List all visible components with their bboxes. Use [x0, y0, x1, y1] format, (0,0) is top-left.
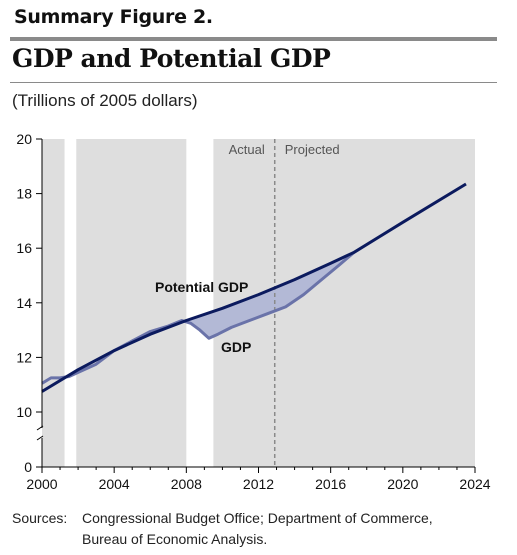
output-gap-area [186, 252, 355, 338]
y-tick-label-14: 14 [16, 295, 32, 311]
gdp-chart: Actual Projected Potential GDP GDP 0 10 12 14 16… [16, 131, 490, 492]
y-tick-label-12: 12 [16, 349, 32, 365]
sources-note: Sources: Congressional Budget Office; Dep… [12, 508, 507, 550]
sources-line-2: Bureau of Economic Analysis. [82, 531, 268, 547]
chart-title: GDP and Potential GDP [12, 44, 331, 73]
x-tick-label-2020: 2020 [387, 476, 418, 492]
x-tick-label-2000: 2000 [26, 476, 57, 492]
y-tick-label-16: 16 [16, 240, 32, 256]
shaded-period-1 [42, 139, 65, 467]
title-divider [10, 82, 497, 83]
x-tick-label-2012: 2012 [243, 476, 274, 492]
y-tick-label-18: 18 [16, 186, 32, 202]
sources-line-1: Congressional Budget Office; Department … [82, 510, 433, 526]
sources-label: Sources: [12, 510, 68, 526]
x-tick-label-2024: 2024 [459, 476, 490, 492]
y-tick-label-20: 20 [16, 131, 32, 147]
axis-break-mark-1 [36, 425, 44, 431]
axis-break-mark-2 [36, 435, 44, 441]
y-tick-label-0: 0 [24, 459, 32, 475]
actual-label: Actual [229, 142, 265, 157]
x-tick-label-2004: 2004 [99, 476, 130, 492]
figure-label: Summary Figure 2. [14, 6, 213, 28]
shaded-period-2 [76, 139, 187, 467]
potential-gdp-label: Potential GDP [155, 279, 248, 295]
projected-label: Projected [285, 142, 340, 157]
x-tick-label-2016: 2016 [315, 476, 346, 492]
chart-subtitle: (Trillions of 2005 dollars) [12, 91, 198, 110]
gdp-line [41, 251, 356, 385]
x-tick-label-2008: 2008 [171, 476, 202, 492]
y-tick-label-10: 10 [16, 404, 32, 420]
header-divider [10, 37, 497, 41]
potential-gdp-line [41, 182, 467, 393]
gdp-label: GDP [221, 339, 251, 355]
